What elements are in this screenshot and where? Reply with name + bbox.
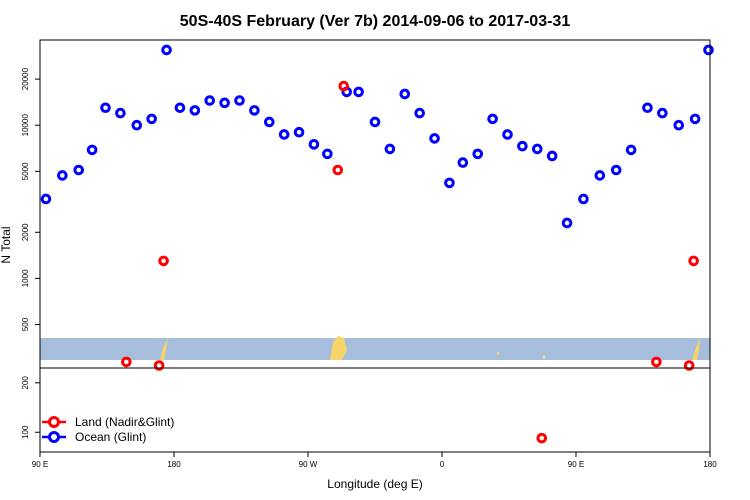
upper-panel: 500 1000 2000 5000 10000 20000 (21, 39, 714, 371)
x-tick-label: 180 (167, 460, 181, 469)
y-tick-label: 5000 (21, 162, 30, 180)
map-land-shape (692, 338, 700, 360)
ocean-point (100, 102, 111, 114)
lower-y-axis: 100 200 (21, 376, 40, 439)
y-tick-label: 2000 (21, 223, 30, 241)
ocean-point (40, 193, 52, 205)
ocean-point (625, 144, 637, 156)
ocean-point (414, 107, 425, 119)
ocean-point (399, 88, 411, 100)
upper-points (40, 44, 714, 371)
ocean-point (369, 116, 381, 128)
chart-title: 50S-40S February (Ver 7b) 2014-09-06 to … (180, 13, 571, 30)
ocean-point (657, 107, 668, 119)
ocean-point (174, 102, 186, 114)
lower-panel: 100 200 (21, 367, 711, 453)
ocean-point (472, 148, 484, 160)
x-axis-label: Longitude (deg E) (327, 477, 422, 491)
legend-ocean-label: Ocean (Glint) (75, 430, 146, 444)
ocean-point (487, 113, 498, 125)
land-point (332, 164, 344, 176)
lower-panel-frame (39, 367, 711, 453)
land-point (121, 356, 132, 368)
x-tick-label: 90 E (32, 460, 48, 469)
map-land-shape (160, 338, 168, 360)
ocean-point (219, 97, 230, 109)
upper-y-axis: 500 1000 2000 5000 10000 20000 (21, 67, 40, 331)
land-point (688, 255, 699, 267)
ocean-point (161, 44, 172, 56)
ocean-point (322, 148, 333, 160)
y-tick-label: 20000 (21, 67, 30, 90)
x-axis: 90 E 180 90 W 0 90 E 180 (32, 452, 717, 469)
y-tick-label: 1000 (21, 269, 30, 287)
land-point (683, 360, 695, 371)
map-land-shape (330, 336, 347, 360)
legend: Land (Nadir&Glint) Ocean (Glint) (42, 415, 174, 444)
ocean-point (457, 157, 469, 168)
ocean-point (263, 116, 275, 128)
map-ocean (40, 338, 710, 360)
ocean-point (249, 105, 260, 116)
x-tick-label: 0 (440, 460, 445, 469)
ocean-point (189, 105, 201, 116)
ocean-point (561, 217, 573, 229)
ocean-point (204, 95, 216, 106)
map-land (160, 336, 700, 360)
x-tick-label: 90 W (299, 460, 318, 469)
ocean-point (642, 102, 653, 114)
ocean-point (384, 143, 396, 155)
ocean-point (353, 86, 364, 98)
ocean-point (73, 164, 85, 176)
ocean-point (278, 129, 290, 140)
ocean-point (703, 44, 714, 56)
ocean-point (444, 177, 455, 189)
ocean-point (517, 140, 528, 152)
ocean-point (293, 126, 305, 138)
ocean-point (131, 119, 143, 131)
upper-panel-frame (39, 39, 711, 369)
land-point (536, 432, 548, 444)
y-tick-label: 100 (21, 425, 30, 439)
ocean-point (57, 170, 68, 181)
ocean-point (546, 150, 558, 162)
ocean-point (689, 113, 701, 125)
ocean-point (234, 95, 245, 106)
map-strip (40, 336, 710, 360)
ocean-point (502, 129, 513, 140)
ocean-point (429, 133, 440, 144)
y-axis-label: N Total (0, 226, 13, 263)
ocean-point (308, 139, 320, 150)
ocean-point (578, 193, 589, 205)
y-tick-label: 10000 (21, 114, 30, 137)
lower-points (536, 432, 548, 444)
y-tick-label: 500 (21, 317, 30, 331)
map-land-shape (497, 352, 499, 355)
x-tick-label: 90 E (568, 460, 584, 469)
land-point (158, 255, 169, 267)
y-tick-label: 200 (21, 376, 30, 390)
ocean-point (673, 119, 685, 131)
land-point (338, 80, 350, 92)
x-tick-label: 180 (703, 460, 717, 469)
ocean-point (115, 107, 126, 119)
legend-land-marker (48, 416, 60, 428)
ocean-point (594, 170, 606, 181)
ocean-point (146, 113, 157, 125)
legend-land-label: Land (Nadir&Glint) (75, 415, 174, 429)
ocean-point (531, 143, 543, 155)
ocean-point (86, 144, 98, 156)
land-point (651, 356, 662, 368)
legend-ocean-marker (48, 431, 60, 443)
map-land-shape (543, 355, 545, 359)
land-point (153, 360, 165, 371)
ocean-point (610, 164, 622, 176)
